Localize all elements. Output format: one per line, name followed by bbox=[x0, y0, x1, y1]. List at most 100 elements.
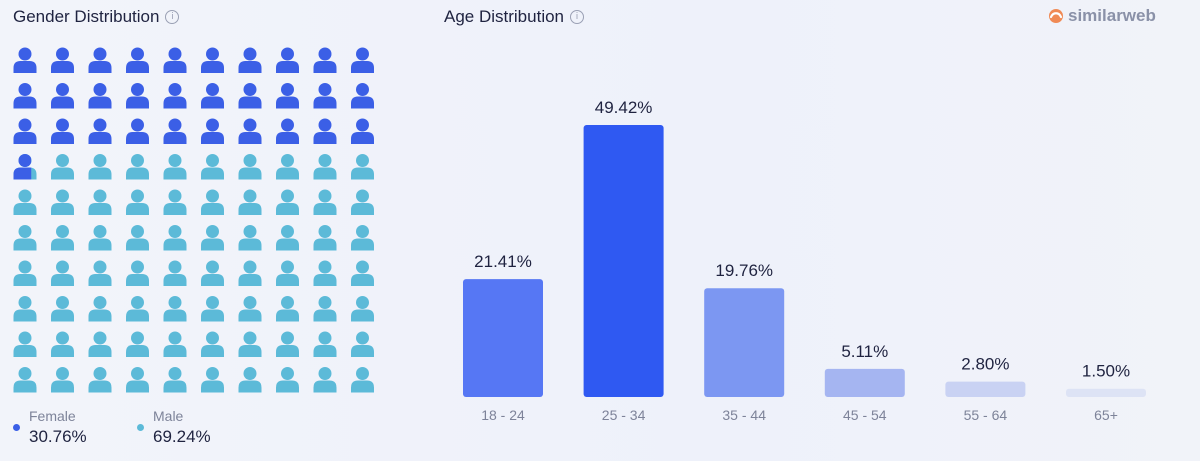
age-bar[interactable] bbox=[1066, 388, 1146, 397]
person-icon bbox=[51, 154, 74, 180]
person-icon bbox=[351, 189, 374, 215]
brand-name: similarweb bbox=[1068, 6, 1156, 25]
person-icon bbox=[126, 118, 149, 144]
person-icon bbox=[163, 296, 187, 322]
person-icon bbox=[163, 367, 187, 393]
legend-male-label: Male bbox=[153, 408, 184, 424]
person-icon bbox=[238, 296, 262, 322]
person-icon bbox=[313, 83, 337, 109]
age-distribution-title: Age Distribution i bbox=[444, 7, 585, 27]
person-icon bbox=[13, 154, 37, 180]
gender-distribution-title: Gender Distribution i bbox=[13, 7, 180, 27]
person-icon bbox=[88, 47, 112, 73]
person-icon bbox=[201, 367, 224, 393]
age-bar[interactable] bbox=[824, 368, 905, 397]
age-bar[interactable] bbox=[704, 288, 785, 397]
legend-female-value: 30.76% bbox=[29, 427, 87, 446]
person-icon bbox=[88, 260, 112, 286]
person-icon bbox=[201, 118, 224, 144]
person-icon bbox=[238, 83, 262, 109]
gender-pictogram bbox=[13, 47, 374, 393]
person-icon bbox=[351, 154, 374, 180]
person-icon bbox=[126, 367, 149, 393]
person-icon bbox=[51, 331, 74, 357]
x-tick-label: 35 - 44 bbox=[722, 407, 766, 423]
person-icon bbox=[313, 331, 337, 357]
person-icon bbox=[276, 118, 299, 144]
legend-female-dot bbox=[13, 424, 20, 431]
person-icon bbox=[201, 154, 224, 180]
person-icon bbox=[51, 225, 74, 251]
person-icon bbox=[201, 331, 224, 357]
person-icon bbox=[313, 47, 337, 73]
person-icon bbox=[238, 154, 262, 180]
person-icon bbox=[13, 260, 37, 286]
person-icon bbox=[276, 260, 299, 286]
person-icon bbox=[238, 225, 262, 251]
person-icon bbox=[13, 118, 37, 144]
person-icon bbox=[313, 225, 337, 251]
bar-value-label: 2.80% bbox=[961, 355, 1009, 374]
person-icon bbox=[201, 296, 224, 322]
age-bar-chart: 21.41% 18 - 24 49.42% 25 - 34 19.76% 35 - 44 5… bbox=[463, 98, 1146, 423]
person-icon bbox=[126, 331, 149, 357]
person-icon bbox=[351, 83, 374, 109]
info-icon[interactable]: i bbox=[165, 10, 180, 24]
person-icon bbox=[88, 118, 112, 144]
person-icon bbox=[238, 331, 262, 357]
person-icon bbox=[351, 331, 374, 357]
person-icon bbox=[351, 367, 374, 393]
person-icon bbox=[88, 83, 112, 109]
person-icon bbox=[88, 189, 112, 215]
person-icon bbox=[163, 47, 187, 73]
person-icon bbox=[351, 118, 374, 144]
person-icon bbox=[163, 189, 187, 215]
person-icon bbox=[126, 225, 149, 251]
person-icon bbox=[163, 331, 187, 357]
person-icon bbox=[201, 47, 224, 73]
person-icon bbox=[313, 189, 337, 215]
person-icon bbox=[313, 118, 337, 144]
age-bar[interactable] bbox=[463, 279, 543, 397]
person-icon bbox=[238, 47, 262, 73]
age-bar[interactable] bbox=[945, 381, 1026, 397]
person-icon bbox=[201, 83, 224, 109]
similarweb-logo-icon bbox=[1049, 9, 1063, 23]
person-icon bbox=[201, 225, 224, 251]
bar-value-label: 19.76% bbox=[715, 261, 773, 280]
person-icon bbox=[351, 47, 374, 73]
person-icon bbox=[51, 189, 74, 215]
person-icon bbox=[51, 83, 74, 109]
age-bar[interactable] bbox=[583, 125, 664, 397]
info-icon[interactable]: i bbox=[570, 10, 585, 24]
person-icon bbox=[13, 83, 37, 109]
person-icon bbox=[126, 260, 149, 286]
person-icon bbox=[51, 118, 74, 144]
person-icon bbox=[88, 154, 112, 180]
x-tick-label: 65+ bbox=[1094, 407, 1118, 423]
person-icon bbox=[163, 154, 187, 180]
person-icon bbox=[88, 331, 112, 357]
person-icon bbox=[126, 47, 149, 73]
person-icon bbox=[313, 154, 337, 180]
person-icon bbox=[313, 260, 337, 286]
age-title-text: Age Distribution bbox=[444, 7, 565, 26]
person-icon bbox=[238, 367, 262, 393]
person-icon bbox=[126, 83, 149, 109]
x-tick-label: 55 - 64 bbox=[964, 407, 1008, 423]
person-icon bbox=[351, 225, 374, 251]
person-icon bbox=[51, 47, 74, 73]
x-tick-label: 25 - 34 bbox=[602, 407, 646, 423]
person-icon bbox=[13, 331, 37, 357]
person-icon bbox=[238, 118, 262, 144]
person-icon bbox=[13, 189, 37, 215]
person-icon bbox=[13, 296, 37, 322]
person-icon bbox=[51, 367, 74, 393]
person-icon bbox=[351, 296, 374, 322]
person-icon bbox=[276, 225, 299, 251]
person-icon bbox=[88, 296, 112, 322]
legend-female-label: Female bbox=[29, 408, 76, 424]
person-icon bbox=[276, 189, 299, 215]
person-icon bbox=[163, 83, 187, 109]
person-icon bbox=[51, 296, 74, 322]
